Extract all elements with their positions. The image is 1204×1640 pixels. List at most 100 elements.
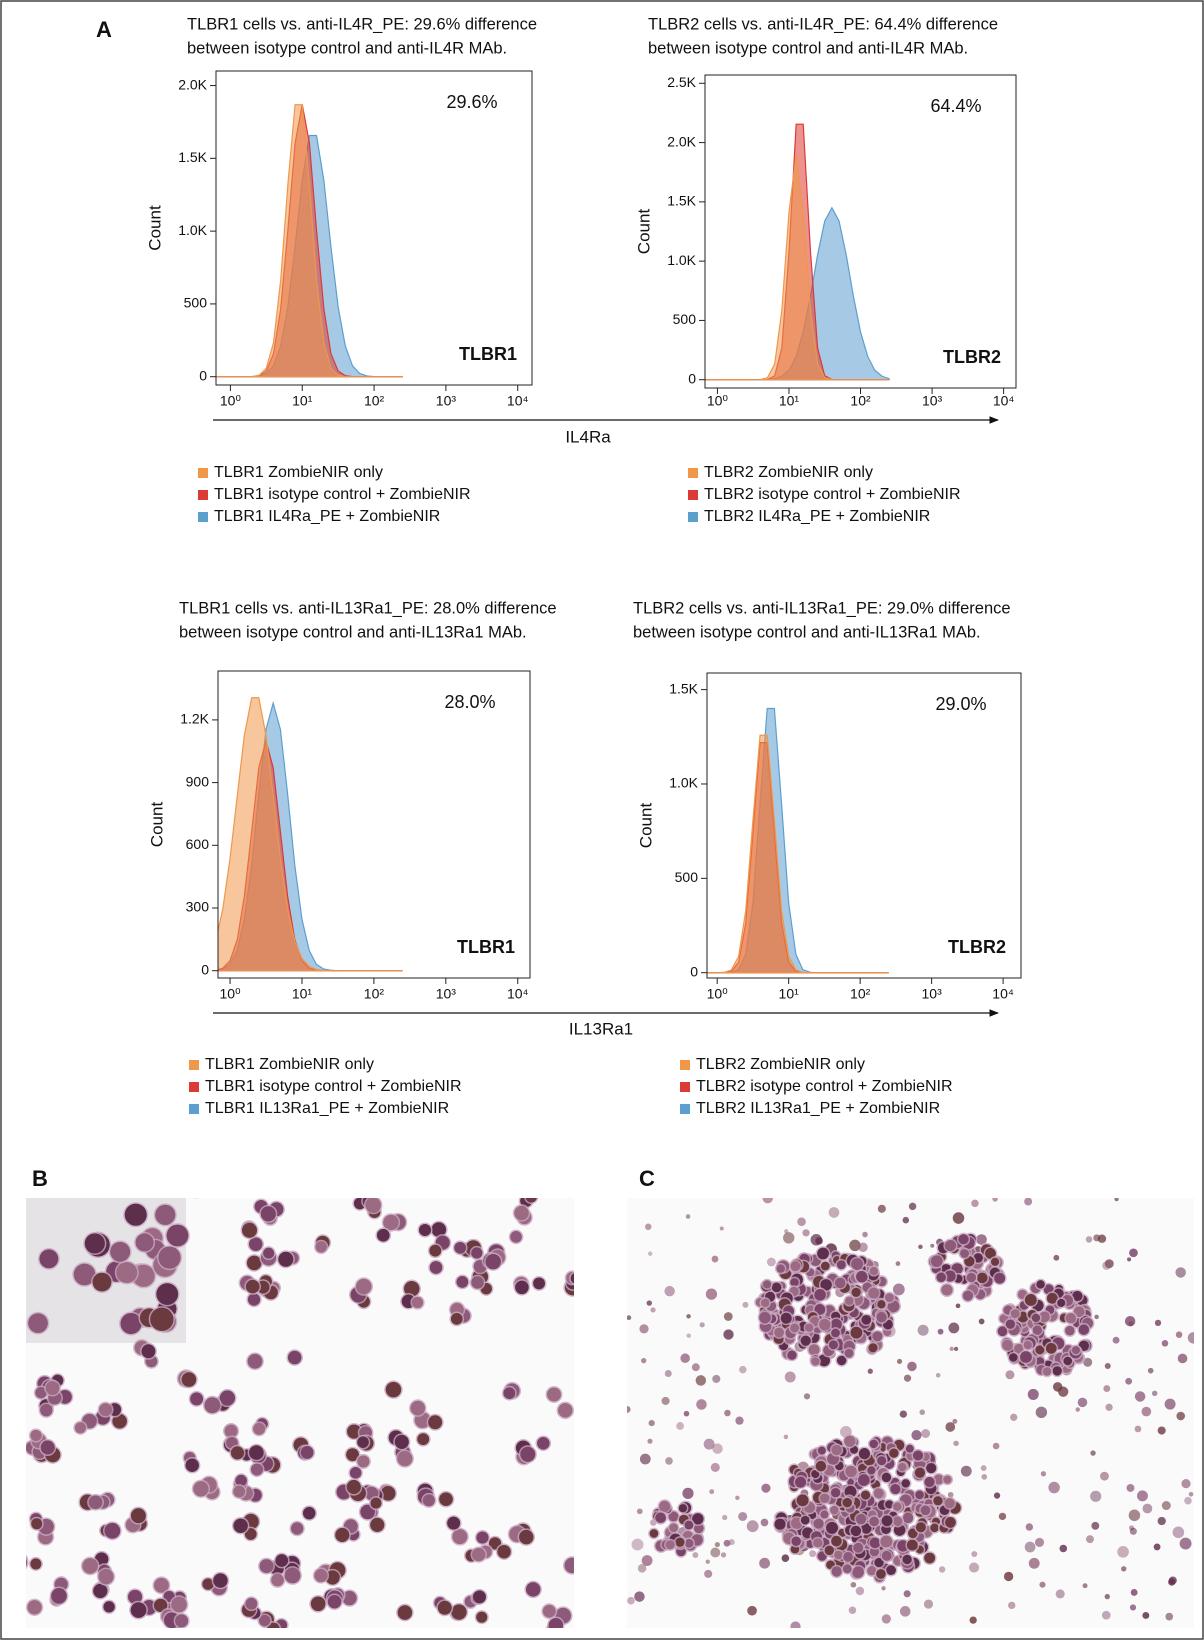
cell-nucleus (1039, 1311, 1050, 1323)
y-tick-label: 0 (688, 370, 696, 386)
debris (1165, 1612, 1174, 1621)
cell-nucleus (817, 1247, 829, 1260)
cell-nucleus (813, 1538, 823, 1548)
debris (1157, 1516, 1166, 1526)
legend-swatch (198, 512, 208, 522)
cell-nucleus (156, 1283, 179, 1305)
cell-nucleus (852, 1566, 864, 1578)
cell-nucleus (976, 1272, 988, 1284)
debris (1055, 1589, 1065, 1599)
cell-nucleus (815, 1460, 827, 1472)
cell-nucleus (260, 1206, 276, 1222)
cell-nucleus (994, 1272, 1006, 1284)
debris (695, 1375, 707, 1386)
debris (899, 1410, 908, 1418)
y-tick-label: 1.2K (180, 711, 209, 727)
debris (646, 1300, 653, 1306)
cell-nucleus (27, 1600, 42, 1615)
debris (809, 1550, 817, 1558)
cell-nucleus (669, 1523, 679, 1533)
cell-nucleus (915, 1490, 924, 1500)
cell-nucleus (842, 1497, 852, 1508)
debris (810, 1234, 823, 1246)
legend-swatch (198, 468, 208, 478)
debris (948, 1322, 960, 1334)
cell-nucleus (515, 1280, 529, 1295)
cell-nucleus (213, 1573, 228, 1588)
cell-nucleus (542, 1604, 556, 1618)
debris (1151, 1390, 1158, 1397)
cell-nucleus (933, 1496, 943, 1506)
legend-label: TLBR2 isotype control + ZombieNIR (696, 1078, 953, 1095)
cell-nucleus (110, 1241, 131, 1262)
debris (1075, 1407, 1080, 1412)
cell-nucleus (915, 1522, 926, 1533)
cell-nucleus (73, 1263, 96, 1286)
debris (1053, 1254, 1060, 1261)
cell-nucleus (335, 1527, 350, 1543)
cell-nucleus (403, 1281, 420, 1297)
cell-nucleus (99, 1403, 113, 1417)
cell-nucleus (450, 1313, 463, 1325)
y-tick-label: 1.5K (178, 149, 207, 165)
cell-nucleus (876, 1569, 886, 1579)
debris (644, 1223, 652, 1231)
cell-nucleus (941, 1284, 953, 1296)
cell-nucleus (244, 1528, 257, 1540)
y-tick-label: 500 (673, 311, 697, 327)
debris (858, 1242, 868, 1252)
debris (953, 1346, 959, 1351)
x-tick-label: 10⁰ (220, 393, 242, 409)
debris (1134, 1425, 1142, 1433)
cell-nucleus (869, 1439, 878, 1449)
debris (1175, 1267, 1186, 1278)
cell-nucleus (370, 1517, 385, 1532)
debris (1142, 1503, 1153, 1514)
cell-nucleus (525, 1198, 537, 1203)
cell-nucleus (867, 1466, 876, 1475)
debris (1188, 1491, 1194, 1497)
cell-nucleus (190, 1392, 204, 1406)
debris (723, 1329, 734, 1340)
debris (980, 1465, 987, 1471)
cell-nucleus (471, 1247, 483, 1259)
debris (761, 1483, 771, 1493)
debris (783, 1434, 789, 1440)
cell-nucleus (860, 1490, 871, 1500)
cell-nucleus (898, 1462, 907, 1472)
y-tick-label: 0 (199, 367, 207, 383)
cell-nucleus (881, 1472, 892, 1483)
cell-nucleus (485, 1253, 501, 1270)
cell-nucleus (357, 1436, 369, 1448)
cell-nucleus (300, 1446, 314, 1459)
debris (735, 1495, 740, 1501)
cell-nucleus (346, 1448, 359, 1462)
debris (648, 1420, 655, 1427)
cell-nucleus (422, 1494, 435, 1507)
debris (848, 1606, 857, 1615)
cell-nucleus (1023, 1341, 1032, 1350)
cell-nucleus (901, 1479, 910, 1488)
cell-nucleus (39, 1249, 59, 1269)
debris (661, 1396, 670, 1405)
y-tick-label: 600 (186, 836, 210, 852)
debris (1010, 1413, 1018, 1421)
cell-nucleus (135, 1233, 154, 1252)
cell-nucleus (230, 1446, 245, 1460)
cell-nucleus (926, 1462, 937, 1474)
cell-nucleus (884, 1293, 894, 1302)
debris (1052, 1382, 1063, 1392)
cell-nucleus (790, 1261, 801, 1272)
cell-nucleus (130, 1602, 147, 1618)
cell-nucleus (383, 1214, 399, 1231)
legend-label: TLBR2 ZombieNIR only (696, 1056, 865, 1073)
cell-nucleus (451, 1604, 467, 1620)
cell-nucleus (1002, 1340, 1013, 1351)
debris (696, 1399, 707, 1410)
micrograph (627, 1198, 1194, 1628)
cell-nucleus (914, 1467, 926, 1478)
cell-nucleus (814, 1289, 826, 1301)
plot-area (218, 697, 403, 972)
debris (766, 1257, 776, 1267)
legend-label: TLBR1 IL4Ra_PE + ZombieNIR (214, 508, 440, 525)
